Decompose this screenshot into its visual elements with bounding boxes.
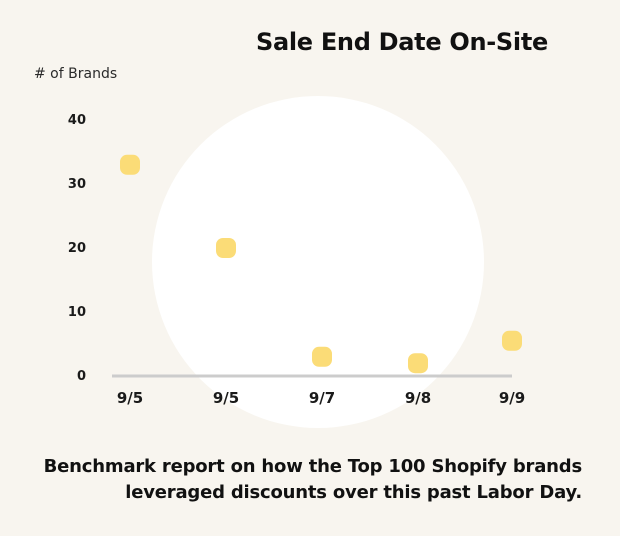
- caption-line-2: leveraged discounts over this past Labor…: [125, 482, 582, 503]
- y-tick-label: 30: [68, 177, 86, 192]
- x-tick-label: 9/7: [309, 389, 335, 407]
- y-tick-label: 0: [77, 369, 86, 384]
- data-point: [502, 330, 522, 351]
- background-circle: [152, 96, 484, 428]
- caption-line-1: Benchmark report on how the Top 100 Shop…: [43, 456, 583, 477]
- y-axis-label: # of Brands: [34, 66, 118, 82]
- x-tick-label: 9/8: [405, 389, 431, 407]
- x-tick-label: 9/5: [213, 389, 239, 407]
- x-axis-ticks: 9/5 9/5 9/7 9/8 9/9: [117, 389, 525, 407]
- data-point: [120, 154, 140, 175]
- y-tick-label: 10: [68, 305, 86, 320]
- data-point: [408, 353, 428, 374]
- chart-title: Sale End Date On-Site: [256, 28, 548, 56]
- x-tick-label: 9/5: [117, 389, 143, 407]
- y-axis-ticks: 0 10 20 30 40: [68, 113, 86, 384]
- y-tick-label: 20: [68, 241, 86, 256]
- data-point: [312, 346, 332, 367]
- y-tick-label: 40: [68, 113, 86, 128]
- data-points: [120, 154, 522, 374]
- x-tick-label: 9/9: [499, 389, 525, 407]
- caption: Benchmark report on how the Top 100 Shop…: [22, 454, 583, 506]
- data-point: [216, 238, 236, 258]
